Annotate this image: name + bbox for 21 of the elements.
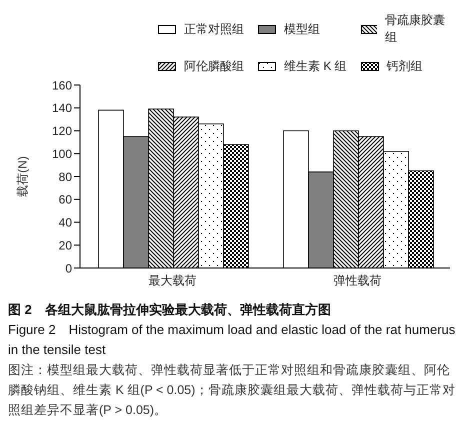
y-tick-label: 0 <box>65 261 72 276</box>
x-tick-label: 弹性载荷 <box>334 274 382 288</box>
y-tick-label: 80 <box>58 170 72 184</box>
legend-label: 正常对照组 <box>184 20 244 38</box>
y-tick-label: 160 <box>52 78 72 92</box>
legend-label: 维生素 K 组 <box>284 58 347 75</box>
text: 图注：模型组最大载荷、弹性载荷显著低于正常对照组和骨疏康胶囊组、阿伦膦酸钠组、维生素 K 组(P < 0.05)；骨疏康胶囊组最大载荷、弹性载荷与正常对照组差异不显著(P > 0.05)。 <box>8 362 456 419</box>
legend-label: 阿伦膦酸组 <box>184 58 244 75</box>
y-tick-label: 140 <box>52 101 72 116</box>
legend-label: 模型组 <box>284 20 320 38</box>
y-axis-title: 载荷(N) <box>15 156 30 197</box>
y-tick-label: 120 <box>52 124 72 138</box>
legend-label: 骨疏康胶囊组 <box>384 12 446 46</box>
y-tick-label: 20 <box>58 238 72 252</box>
legend-label: 钙剂组 <box>386 58 423 75</box>
y-tick-label: 40 <box>58 216 72 230</box>
x-tick-label: 最大载荷 <box>148 274 196 288</box>
y-tick-label: 60 <box>58 192 72 207</box>
text: 图 2 各组大鼠肱骨拉伸实验最大载荷、弹性载荷直方图 <box>8 301 332 319</box>
text: Figure 2 Histogram of the maximum load and elastic load of the rat humerus in the tensile test <box>8 321 456 359</box>
y-tick-label: 100 <box>52 146 72 161</box>
